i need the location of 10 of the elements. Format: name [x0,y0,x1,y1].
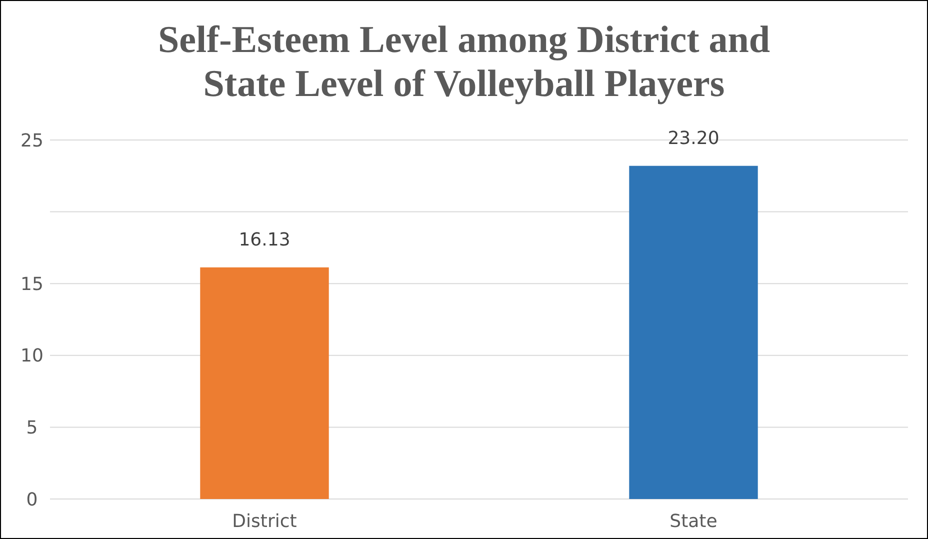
chart-title: Self-Esteem Level among District and State Level of Volleyball Players [158,19,770,105]
y-tick-label: 15 [20,274,44,295]
y-tick-label: 0 [26,489,38,510]
x-tick-label: District [232,511,297,532]
y-tick-label: 25 [20,130,44,152]
y-tick-label: 10 [20,346,44,367]
x-tick-label: State [670,511,718,532]
y-tick-label: 5 [26,418,38,438]
data-label: 16.13 [238,229,290,250]
data-label: 23.20 [668,128,720,149]
